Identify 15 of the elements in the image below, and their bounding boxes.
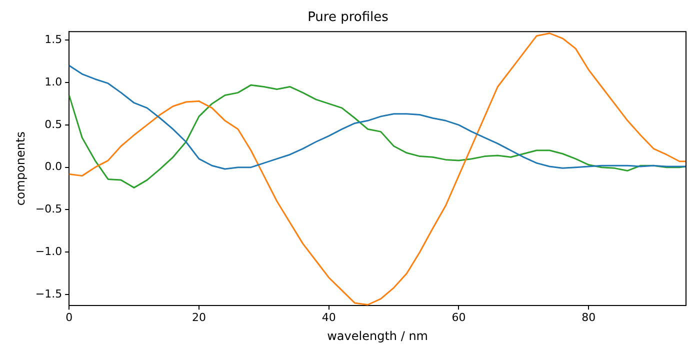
y-tick-label: 0.0 [44,160,62,174]
x-tick-label: 60 [452,310,466,324]
y-axis-title: components [13,132,28,206]
y-tick-label: −1.5 [35,287,62,300]
x-tick-label: 20 [192,310,206,324]
y-tick-label: 1.0 [44,75,62,88]
y-tick-label: −1.0 [35,245,62,258]
y-tick-label: 1.5 [44,32,62,46]
chart-title: Pure profiles [308,10,389,26]
y-tick-label: 0.5 [44,118,62,131]
y-tick-label: −0.5 [35,202,62,216]
x-tick-label: 40 [322,310,336,324]
x-tick-label: 0 [66,310,73,324]
x-tick-label: 80 [582,310,596,324]
x-axis-title: wavelength / nm [327,328,428,343]
